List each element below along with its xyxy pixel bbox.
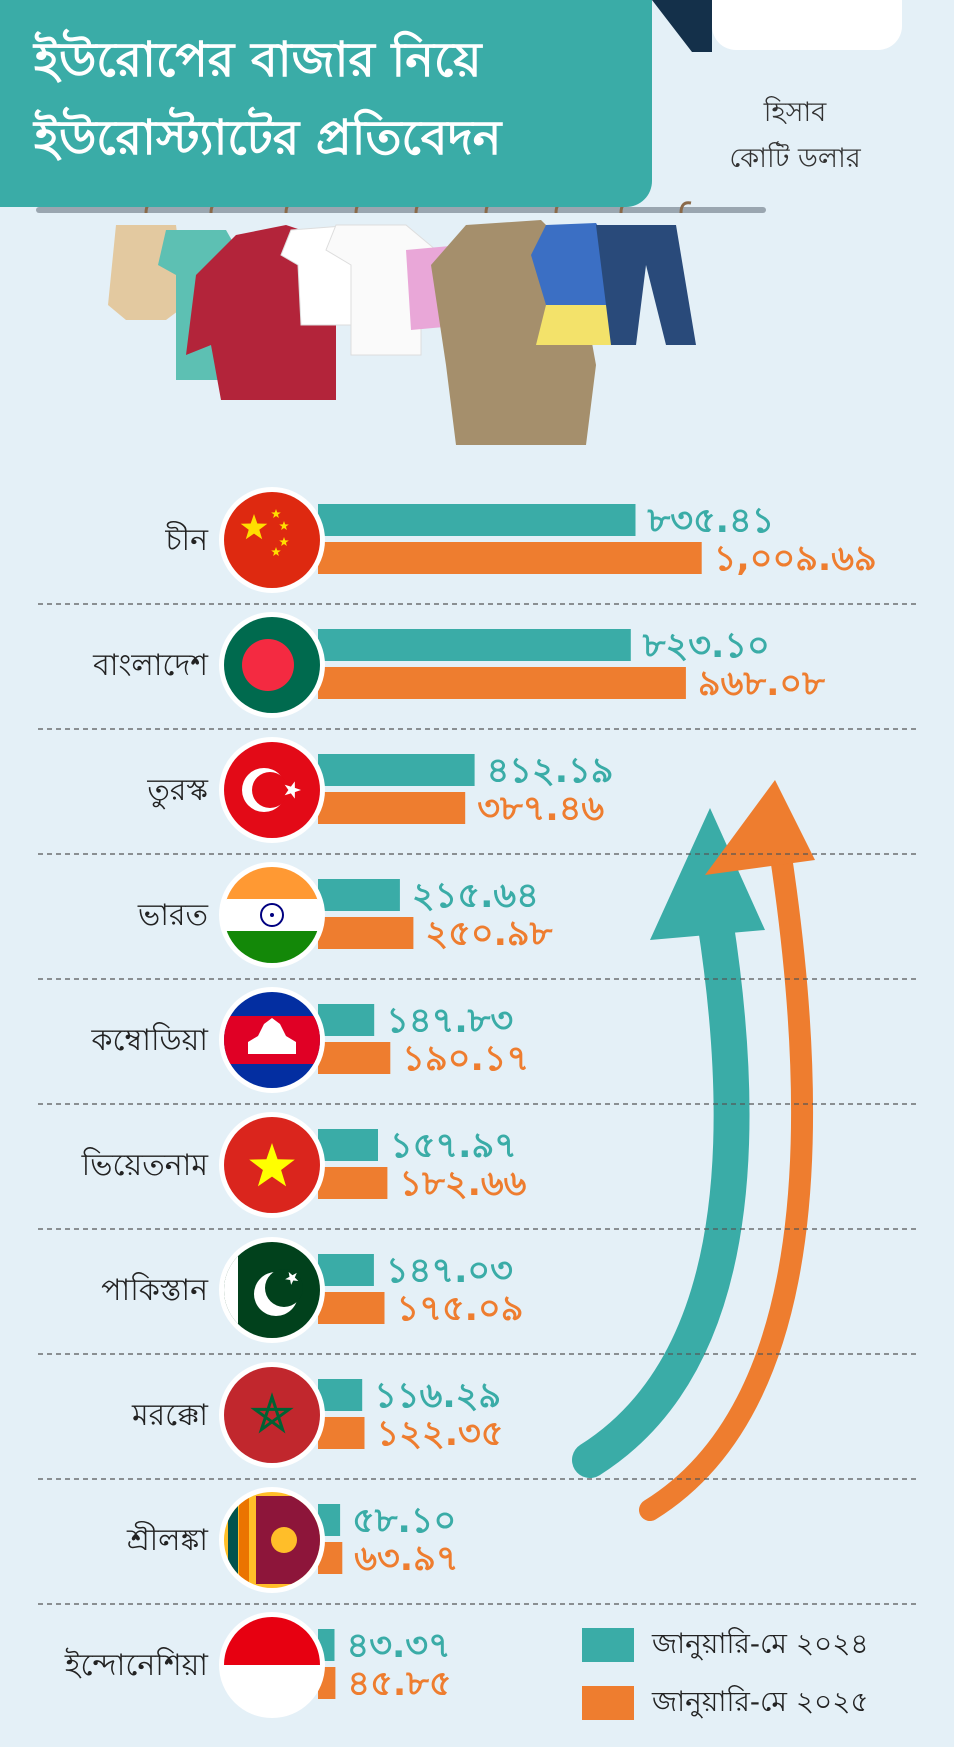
- bar-2024: [318, 504, 636, 536]
- country-label: তুরস্ক: [146, 773, 208, 809]
- value-label-2025: ১২২.৩৫: [377, 1414, 504, 1454]
- bar-2025: [318, 1292, 385, 1324]
- country-label: কম্বোডিয়া: [91, 1022, 210, 1058]
- value-label-2024: ১৫৭.৯৭: [390, 1126, 517, 1166]
- value-label-2024: ৪৩.৩৭: [347, 1626, 451, 1666]
- legend-swatch-2024: [582, 1628, 634, 1662]
- bar-2024: [318, 754, 475, 786]
- title-line-1: ইউরোপের বাজার নিয়ে: [34, 32, 482, 88]
- china-flag-icon: [224, 492, 320, 588]
- morocco-flag-icon: [224, 1367, 320, 1463]
- value-label-2025: ৯৬৮.০৮: [698, 664, 825, 704]
- bangladesh-flag-icon: [224, 617, 320, 713]
- bar-2025: [318, 917, 414, 949]
- bar-2025: [318, 1042, 391, 1074]
- country-label: চীন: [164, 521, 209, 558]
- corner-decoration: [652, 0, 712, 52]
- cambodia-flag-icon: [224, 992, 320, 1088]
- bar-2024: [318, 1004, 375, 1036]
- value-label-2025: ১,০০৯.৬৯: [714, 539, 877, 579]
- value-label-2024: ১১৬.২৯: [374, 1376, 501, 1416]
- country-label: শ্রীলঙ্কা: [126, 1521, 209, 1558]
- bar-2025: [318, 792, 466, 824]
- legend-swatch-2025: [582, 1686, 634, 1720]
- bar-2025: [318, 542, 702, 574]
- value-label-2025: ৬৩.৯৭: [354, 1539, 458, 1579]
- bar-2025: [318, 1417, 365, 1449]
- unit-label-line-2: কোটি ডলার: [729, 143, 861, 174]
- legend-label-2025: জানুয়ারি-মে ২০২৫: [652, 1685, 869, 1718]
- value-label-2024: ২১৫.৬৪: [412, 876, 539, 916]
- value-label-2025: ২৫০.৯৮: [425, 914, 552, 954]
- sri-lanka-flag-icon: [224, 1492, 320, 1588]
- bar-2024: [318, 879, 400, 911]
- country-label: ইন্দোনেশিয়া: [64, 1647, 209, 1683]
- bar-2024: [318, 629, 631, 661]
- value-label-2025: ৩৮৭.৪৬: [477, 789, 604, 829]
- country-label: বাংলাদেশ: [92, 648, 209, 683]
- value-label-2024: ৪১২.১৯: [487, 751, 614, 791]
- country-label: মরক্কো: [131, 1398, 209, 1433]
- value-label-2025: ৪৫.৮৫: [347, 1664, 451, 1704]
- value-label-2024: ৫৮.১০: [352, 1501, 456, 1541]
- pakistan-flag-icon: [224, 1242, 320, 1338]
- turkey-flag-icon: [224, 742, 320, 838]
- bar-2025: [318, 1167, 388, 1199]
- clothes-on-hangers-illustration: [36, 201, 766, 445]
- growth-arrows-decoration: [572, 780, 815, 1521]
- value-label-2025: ১৮২.৬৬: [399, 1164, 526, 1204]
- title-line-2: ইউরোস্ট্যাটের প্রতিবেদন: [34, 110, 502, 166]
- unit-label-line-1: হিসাব: [763, 97, 827, 128]
- value-label-2024: ১৪৭.৮৩: [386, 1001, 513, 1041]
- country-label: ভিয়েতনাম: [81, 1147, 210, 1183]
- title-banner: ইউরোপের বাজার নিয়ে ইউরোস্ট্যাটের প্রতিব…: [0, 0, 652, 207]
- corner-card: [712, 0, 902, 50]
- country-label: পাকিস্তান: [101, 1272, 209, 1308]
- indonesia-flag-icon: [224, 1617, 320, 1713]
- vietnam-flag-icon: [224, 1117, 320, 1213]
- country-label: ভারত: [137, 898, 209, 933]
- bar-2024: [318, 1129, 378, 1161]
- bar-2025: [318, 667, 686, 699]
- value-label-2024: ৮৩৫.৪১: [647, 501, 775, 541]
- value-label-2024: ১৪৭.০৩: [386, 1251, 513, 1291]
- value-label-2024: ৮২৩.১০: [642, 626, 770, 666]
- value-label-2025: ১৯০.১৭: [402, 1039, 529, 1079]
- india-flag-icon: [224, 867, 320, 963]
- bar-2024: [318, 1254, 374, 1286]
- legend-label-2024: জানুয়ারি-মে ২০২৪: [652, 1627, 869, 1660]
- value-label-2025: ১৭৫.০৯: [397, 1289, 524, 1329]
- bar-2024: [318, 1379, 363, 1411]
